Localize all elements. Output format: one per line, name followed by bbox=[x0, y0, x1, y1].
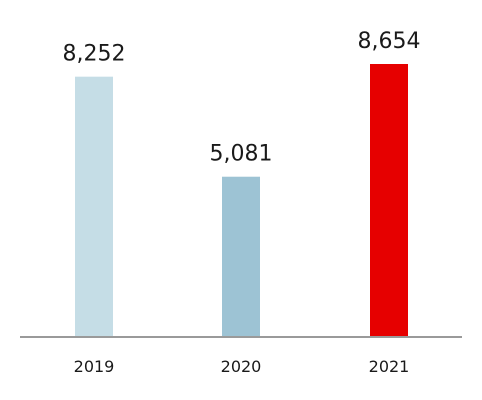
bar-2019 bbox=[75, 76, 113, 338]
x-tick-label-2019: 2019 bbox=[74, 357, 115, 376]
bars-group bbox=[75, 64, 408, 338]
value-labels-group: 8,252 5,081 8,654 bbox=[63, 29, 421, 167]
x-tick-labels-group: 2019 2020 2021 bbox=[74, 357, 410, 376]
bar-2020 bbox=[222, 176, 260, 337]
value-label-2020: 5,081 bbox=[210, 142, 273, 167]
x-tick-label-2020: 2020 bbox=[221, 357, 262, 376]
bar-2021 bbox=[370, 64, 408, 337]
x-tick-label-2021: 2021 bbox=[369, 357, 410, 376]
value-label-2019: 8,252 bbox=[63, 42, 126, 67]
value-label-2021: 8,654 bbox=[358, 29, 421, 54]
